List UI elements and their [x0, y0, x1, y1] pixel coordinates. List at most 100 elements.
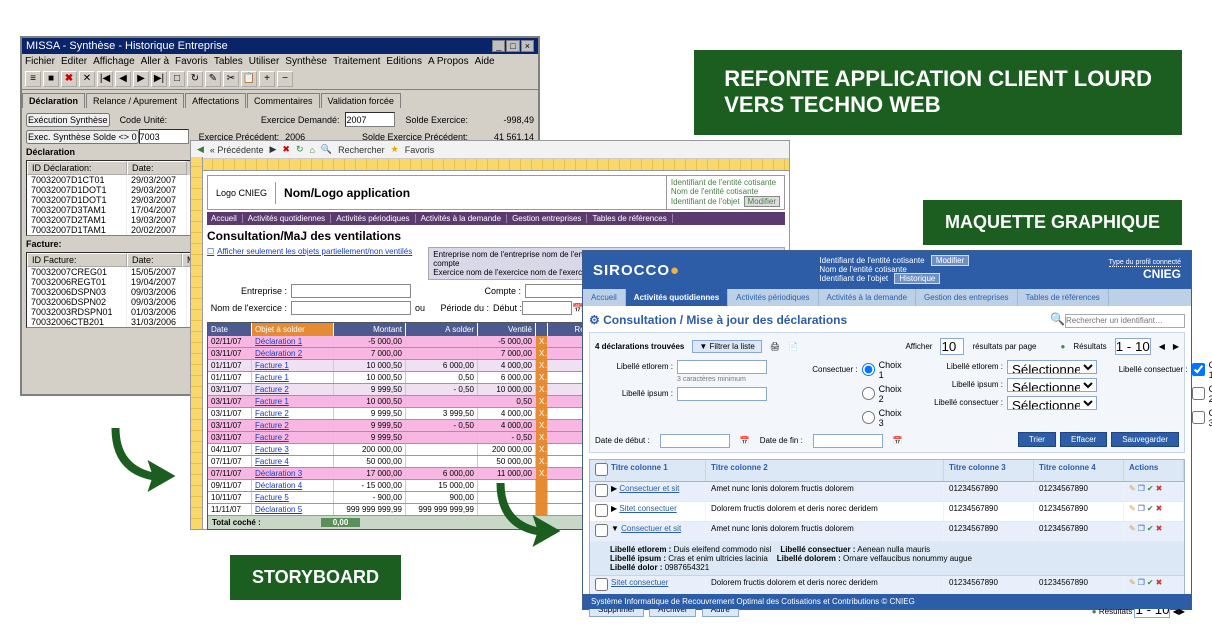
nav-item[interactable]: Activités périodiques — [336, 214, 415, 223]
chk-choix2[interactable] — [1192, 387, 1205, 400]
back-button[interactable]: ◀ — [197, 144, 204, 155]
menu-item[interactable]: Traitement — [333, 56, 380, 67]
table-row[interactable]: 70032007CREG0115/05/2007 — [27, 267, 200, 277]
table-row[interactable]: 70032006CTB20131/03/2006 — [27, 317, 200, 327]
exercice-input[interactable] — [291, 301, 411, 315]
menu-item[interactable]: Editions — [386, 56, 422, 67]
home-icon[interactable]: ⌂ — [309, 145, 314, 155]
toolbar-icon[interactable]: 📋 — [241, 71, 257, 87]
toolbar-icon[interactable]: ▶ — [133, 71, 149, 87]
table-row[interactable]: ▼ Consectuer et sitAmet nunc lonis dolor… — [590, 522, 1184, 542]
sauvegarder-button[interactable]: Sauvegarder — [1111, 432, 1179, 447]
nav-prev[interactable]: « Précédente — [210, 145, 264, 155]
etlorem-input[interactable] — [677, 360, 767, 374]
tab[interactable]: Déclaration — [22, 93, 85, 108]
radio-choix1[interactable] — [862, 363, 875, 376]
col-header[interactable]: Titre colonne 3 — [944, 460, 1034, 481]
nav-item[interactable]: Accueil — [211, 214, 243, 223]
nav-tab[interactable]: Activités à la demande — [819, 289, 917, 306]
toolbar-icon[interactable]: □ — [169, 71, 185, 87]
toolbar-icon[interactable]: + — [259, 71, 275, 87]
table-row[interactable]: 70032007D1CT0129/03/2007 — [27, 175, 190, 185]
search-label[interactable]: Rechercher — [338, 145, 385, 155]
refresh-icon[interactable]: ↻ — [296, 144, 304, 155]
ex-dem-input[interactable] — [345, 112, 395, 127]
ok-icon[interactable]: ✔ — [1147, 578, 1154, 593]
historique-button[interactable]: Historique — [894, 273, 940, 284]
menubar[interactable]: FichierEditerAffichageAller àFavorisTabl… — [22, 54, 538, 69]
table-row[interactable]: 70032007D1DOT129/03/2007 — [27, 185, 190, 195]
filter-button[interactable]: ▼ Filtrer la liste — [692, 340, 761, 353]
table-row[interactable]: 70032003RDSPN0101/03/2006 — [27, 307, 200, 317]
trier-button[interactable]: Trier — [1018, 432, 1056, 447]
table-row[interactable]: 70032007D1DOT129/03/2007 — [27, 195, 190, 205]
effacer-button[interactable]: Effacer — [1060, 432, 1107, 447]
toolbar-icon[interactable]: ≡ — [25, 71, 41, 87]
toolbar-icon[interactable]: ■ — [43, 71, 59, 87]
nav-item[interactable]: Activités à la demande — [421, 214, 508, 223]
row-link[interactable]: Sitet consectuer — [611, 578, 668, 587]
menu-item[interactable]: Utiliser — [249, 56, 280, 67]
prev-page-icon[interactable]: ◀ — [1159, 342, 1165, 351]
menu-item[interactable]: Editer — [61, 56, 87, 67]
col-header[interactable]: Titre colonne 1 — [606, 460, 706, 481]
nav-item[interactable]: Tables de références — [592, 214, 672, 223]
toolbar-icon[interactable]: ✖ — [61, 71, 77, 87]
toolbar[interactable]: ≡■✖✕|◀◀▶▶|□↻✎✂📋+− — [22, 69, 538, 90]
chk-choix1[interactable] — [1192, 363, 1205, 376]
maximize-icon[interactable]: □ — [506, 40, 519, 52]
toolbar-icon[interactable]: ▶| — [151, 71, 167, 87]
table-row[interactable]: 70032006REGT0119/04/2007 — [27, 277, 200, 287]
stop-icon[interactable]: ✖ — [282, 144, 290, 155]
tab[interactable]: Relance / Apurement — [86, 93, 184, 108]
nav-item[interactable]: Activités quotidiennes — [248, 214, 331, 223]
sel-consectuer[interactable]: Sélectionner — [1007, 396, 1097, 410]
menu-item[interactable]: Tables — [214, 56, 243, 67]
radio-choix3[interactable] — [862, 411, 875, 424]
toolbar-icon[interactable]: − — [277, 71, 293, 87]
main-nav[interactable]: Accueil Activités quotidiennes Activités p… — [207, 212, 785, 225]
modifier-button[interactable]: Modifier — [744, 196, 780, 207]
code-unite-input[interactable] — [139, 129, 189, 144]
table-row[interactable]: ▶ Consectuer et sitAmet nunc lonis dolor… — [590, 482, 1184, 502]
nav-tab[interactable]: Tables de références — [1018, 289, 1109, 306]
entreprise-input[interactable] — [291, 284, 411, 298]
chk-choix3[interactable] — [1192, 411, 1205, 424]
nav-tab[interactable]: Gestion des entreprises — [916, 289, 1018, 306]
menu-item[interactable]: Affichage — [93, 56, 135, 67]
radio-choix2[interactable] — [862, 387, 875, 400]
tabbar[interactable]: DéclarationRelance / ApurementAffectatio… — [22, 90, 538, 108]
toolbar-icon[interactable]: ↻ — [187, 71, 203, 87]
calendar-icon[interactable]: 📅 — [893, 436, 903, 445]
toolbar-icon[interactable]: ✕ — [79, 71, 95, 87]
col-header[interactable]: Titre colonne 4 — [1034, 460, 1124, 481]
nav-item[interactable]: Gestion entreprises — [512, 214, 587, 223]
table-row[interactable]: 70032007D2TAM119/03/2007 — [27, 215, 190, 225]
search-icon[interactable]: 🔍 — [321, 144, 332, 155]
calendar-icon[interactable]: 📅 — [740, 436, 750, 445]
toolbar-icon[interactable]: ✂ — [223, 71, 239, 87]
toolbar-icon[interactable]: |◀ — [97, 71, 113, 87]
menu-item[interactable]: Aller à — [141, 56, 169, 67]
sel-ipsum[interactable]: Sélectionner — [1007, 378, 1097, 392]
edit-icon[interactable]: ✎ — [1129, 578, 1136, 593]
table-row[interactable]: 70032006DSPN0309/03/2006 — [27, 287, 200, 297]
copy-icon[interactable]: ❐ — [1138, 578, 1145, 593]
toolbar-icon[interactable]: ◀ — [115, 71, 131, 87]
close-icon[interactable]: × — [521, 40, 534, 52]
table-row[interactable]: ▶ Sitet consectuerDolorem fructis dolore… — [590, 502, 1184, 522]
debut-input[interactable] — [522, 301, 572, 315]
fwd-button[interactable]: ▶ — [269, 144, 276, 155]
exec-solde-button[interactable]: Exec. Synthèse Solde <> 0 — [26, 130, 139, 144]
table-row[interactable]: 70032006DSPN0209/03/2006 — [27, 297, 200, 307]
ipsum-input[interactable] — [677, 387, 767, 401]
exec-synthese-button[interactable]: Exécution Synthèse — [26, 113, 110, 127]
tab[interactable]: Commentaires — [247, 93, 320, 108]
browser-toolbar[interactable]: ◀ « Précédente ▶ ✖ ↻ ⌂ 🔍 Rechercher ★ Fa… — [191, 141, 789, 159]
nav-tab[interactable]: Accueil — [583, 289, 626, 306]
print-icon[interactable]: 🖨 — [770, 342, 780, 351]
fav-icon[interactable]: ★ — [391, 144, 399, 155]
window-controls[interactable]: _□× — [491, 40, 534, 52]
nav-tab[interactable]: Activités périodiques — [728, 289, 818, 306]
sel-etlorem[interactable]: Sélectionner — [1007, 360, 1097, 374]
